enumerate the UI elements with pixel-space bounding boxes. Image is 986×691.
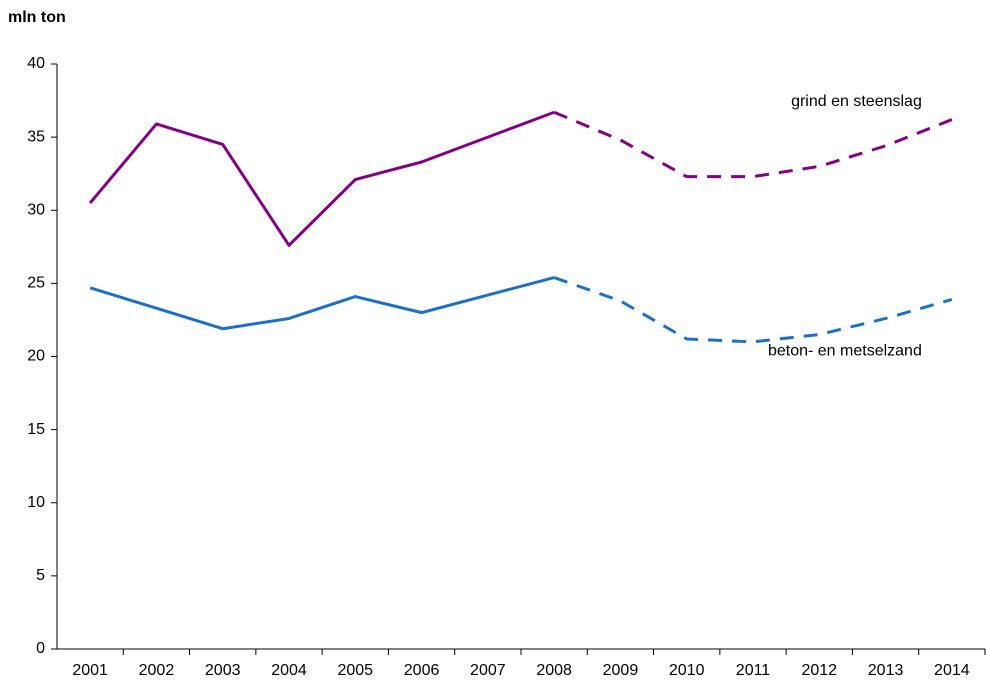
- series-line: [89, 276, 555, 331]
- x-tick-label: 2003: [205, 662, 241, 679]
- forecast-line: [553, 276, 953, 344]
- x-tick-label: 2008: [536, 662, 572, 679]
- x-tick-label: 2006: [404, 662, 440, 679]
- y-tick-label: 15: [27, 421, 45, 438]
- x-tick-label: 2004: [271, 662, 307, 679]
- x-tick-label: 2014: [934, 662, 970, 679]
- series-label: beton- en metselzand: [768, 343, 922, 360]
- y-tick-label: 35: [27, 128, 45, 145]
- x-tick-label: 2010: [669, 662, 705, 679]
- x-tick-label: 2013: [868, 662, 904, 679]
- series-line: [88, 110, 555, 247]
- y-tick-label: 10: [27, 494, 45, 511]
- y-tick-label: 25: [27, 275, 45, 292]
- y-tick-label: 5: [36, 567, 45, 584]
- y-tick-label: 30: [27, 201, 45, 218]
- series-label: grind en steenslag: [791, 93, 922, 110]
- x-tick-label: 2001: [72, 662, 108, 679]
- forecast-line: [553, 110, 953, 179]
- y-tick-label: 0: [36, 640, 45, 657]
- y-tick-label: 40: [27, 55, 45, 72]
- x-tick-label: 2009: [603, 662, 639, 679]
- y-axis-label: mln ton: [8, 9, 66, 26]
- x-tick-label: 2011: [736, 662, 771, 679]
- x-tick-label: 2002: [139, 662, 175, 679]
- x-tick-label: 2005: [337, 662, 373, 679]
- x-tick-label: 2007: [470, 662, 506, 679]
- y-tick-label: 20: [27, 348, 45, 365]
- x-tick-label: 2012: [801, 662, 837, 679]
